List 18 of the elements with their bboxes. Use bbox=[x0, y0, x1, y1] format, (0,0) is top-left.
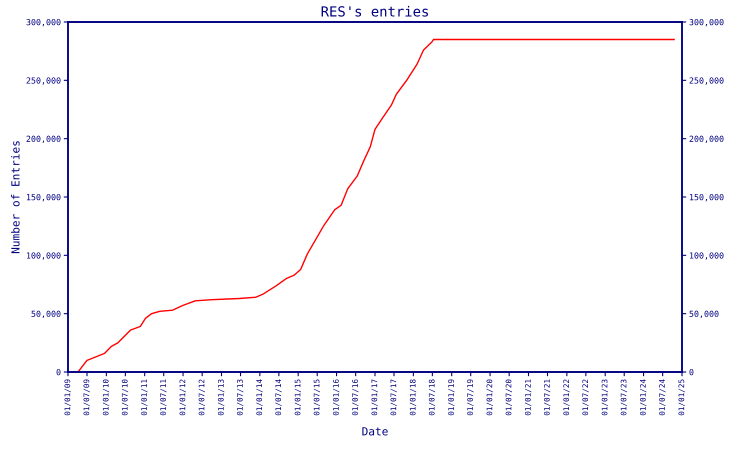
y-tick-label: 100,000 bbox=[26, 252, 61, 260]
y-tick-label: 300,000 bbox=[26, 19, 61, 26]
x-axis-title: Date bbox=[362, 427, 388, 436]
y2-tick-label: 50,000 bbox=[690, 310, 719, 318]
y2-tick-label: 0 bbox=[689, 369, 694, 376]
y2-tick-label: 200,000 bbox=[690, 136, 724, 144]
y-tick-label: 150,000 bbox=[26, 194, 61, 202]
line-series bbox=[78, 38, 675, 372]
chart-title: RES's entries bbox=[322, 6, 428, 17]
y-axis-title: Number of Entries bbox=[11, 141, 20, 254]
y2-tick-label: 250,000 bbox=[690, 77, 724, 85]
y-tick-label: 50,000 bbox=[32, 310, 61, 318]
y-tick-label: 0 bbox=[56, 369, 61, 376]
y-tick-label: 250,000 bbox=[26, 77, 61, 85]
y2-tick-label: 150,000 bbox=[690, 194, 724, 202]
y-tick-label: 200,000 bbox=[26, 136, 61, 144]
y2-tick-label: 100,000 bbox=[690, 252, 724, 260]
y2-tick-label: 300,000 bbox=[690, 19, 724, 26]
